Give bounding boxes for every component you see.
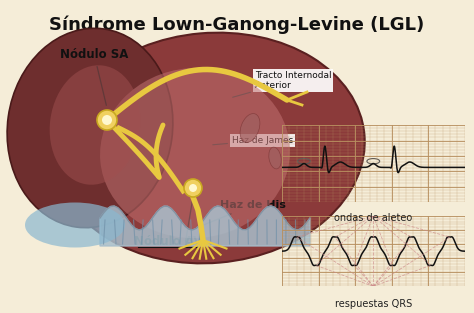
Ellipse shape (100, 68, 290, 238)
Ellipse shape (102, 115, 112, 125)
Ellipse shape (269, 147, 281, 169)
Ellipse shape (25, 203, 125, 248)
Text: Haz de James: Haz de James (213, 136, 293, 145)
Polygon shape (100, 206, 310, 246)
Text: Nódulo AV: Nódulo AV (134, 235, 202, 248)
Text: Tracto Internodal
Anterior: Tracto Internodal Anterior (233, 71, 332, 97)
Ellipse shape (184, 179, 202, 197)
Ellipse shape (50, 65, 140, 185)
Text: Nódulo SA: Nódulo SA (60, 48, 128, 105)
Text: Haz de His: Haz de His (203, 200, 286, 225)
Ellipse shape (240, 114, 260, 142)
Ellipse shape (189, 184, 197, 192)
Text: ondas de aleteo: ondas de aleteo (334, 213, 412, 223)
Ellipse shape (55, 33, 365, 263)
Text: Síndrome Lown-Ganong-Levine (LGL): Síndrome Lown-Ganong-Levine (LGL) (49, 15, 425, 33)
Text: respuestas QRS: respuestas QRS (335, 299, 412, 309)
Ellipse shape (7, 28, 173, 228)
Ellipse shape (97, 110, 117, 130)
